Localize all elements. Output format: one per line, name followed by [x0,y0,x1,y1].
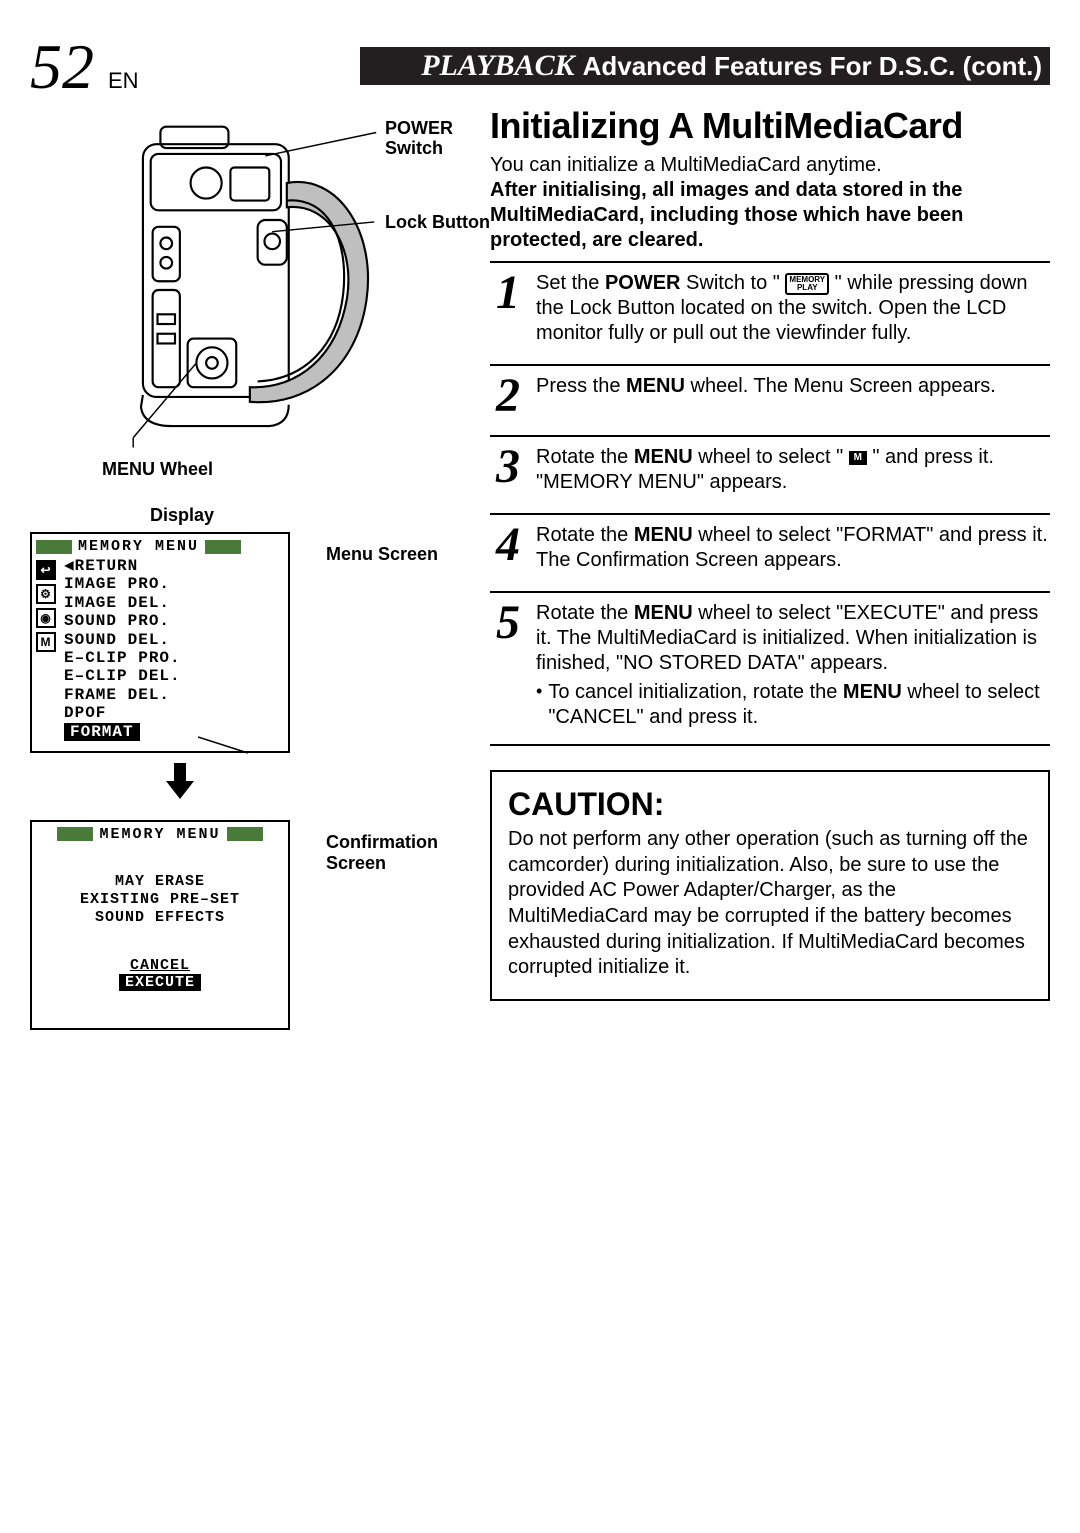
step-number: 5 [490,601,526,730]
menu-item: E–CLIP PRO. [64,649,284,667]
intro-line-1: You can initialize a MultiMediaCard anyt… [490,154,882,176]
label-power-switch: POWER Switch [385,119,465,159]
rec-icon: ◉ [36,608,56,628]
label-display: Display [150,505,470,526]
step-3: 3 Rotate the MENU wheel to select " M " … [490,435,1050,505]
step-bullet: • To cancel initialization, rotate the M… [536,680,1050,730]
step-2: 2 Press the MENU wheel. The Menu Screen … [490,364,1050,427]
step-text: Press the [536,375,626,397]
step-number: 1 [490,271,526,346]
step-text: wheel to select " [693,446,849,468]
camcorder-svg [30,115,460,465]
caution-body: Do not perform any other operation (such… [508,827,1032,981]
confirm-screen-group: MEMORY MENU MAY ERASE EXISTING PRE–SET S… [30,820,470,1030]
page-number: 52 [30,30,94,104]
bullet-dot-icon: • [536,680,542,730]
step-number: 4 [490,523,526,573]
caution-title: CAUTION: [508,786,1032,823]
menu-screen-group: MEMORY MENU ↩ ⚙ ◉ M ◀RETURN IMAGE PRO. I… [30,532,470,753]
menu-item: SOUND DEL. [64,631,284,649]
menu-screen-box: MEMORY MENU ↩ ⚙ ◉ M ◀RETURN IMAGE PRO. I… [30,532,290,753]
header-rest: Advanced Features For D.S.C. (cont.) [583,51,1042,82]
step-text-bold: MENU [626,375,685,397]
step-text-bold: MENU [634,524,693,546]
intro-line-2: After initialising, all images and data … [490,179,963,251]
section-header: PLAYBACK Advanced Features For D.S.C. (c… [360,47,1050,85]
step-body: Press the MENU wheel. The Menu Screen ap… [536,374,996,417]
step-text-bold: MENU [634,602,693,624]
label-menu-wheel: MENU Wheel [102,460,213,480]
confirm-warning: MAY ERASE EXISTING PRE–SET SOUND EFFECTS [36,873,284,927]
step-text: wheel. The Menu Screen appears. [685,375,996,397]
menu-return: ◀RETURN [64,557,284,575]
step-text-bold: MENU [634,446,693,468]
green-bar-icon [227,827,263,841]
confirm-options: CANCEL EXECUTE [36,957,284,991]
menu-item: IMAGE DEL. [64,594,284,612]
arrow-down-icon [160,761,200,801]
step-1: 1 Set the POWER Switch to " MEMORYPLAY "… [490,261,1050,356]
green-bar-icon [36,540,72,554]
section-intro: You can initialize a MultiMediaCard anyt… [490,153,1050,253]
right-column: Initializing A MultiMediaCard You can in… [490,105,1050,1001]
confirm-execute: EXECUTE [119,974,201,991]
step-body: Set the POWER Switch to " MEMORYPLAY " w… [536,271,1050,346]
gear-icon: ⚙ [36,584,56,604]
badge-line: PLAY [797,283,818,292]
step-number: 2 [490,374,526,417]
green-bar-icon [205,540,241,554]
camcorder-illustration: POWER Switch Lock Button MENU Wheel [30,115,460,465]
page-language: EN [108,68,139,94]
caution-box: CAUTION: Do not perform any other operat… [490,770,1050,1001]
menu-item: FRAME DEL. [64,686,284,704]
step-number: 3 [490,445,526,495]
m-icon: M [849,451,867,465]
confirmation-screen-box: MEMORY MENU MAY ERASE EXISTING PRE–SET S… [30,820,290,1030]
label-confirmation-screen: Confirmation Screen [326,832,466,874]
menu-item: SOUND PRO. [64,612,284,630]
step-text: To cancel initialization, rotate the [548,681,843,703]
step-body: Rotate the MENU wheel to select "FORMAT"… [536,523,1050,573]
menu-item: IMAGE PRO. [64,575,284,593]
left-column: POWER Switch Lock Button MENU Wheel Disp… [30,115,470,1030]
label-lock-button: Lock Button [385,213,505,233]
menu-item: DPOF [64,704,284,722]
memory-play-badge: MEMORYPLAY [785,273,829,295]
label-menu-screen: Menu Screen [326,544,438,565]
m-side-icon: M [36,632,56,652]
confirm-warning-line: MAY ERASE [36,873,284,891]
bullet-text: To cancel initialization, rotate the MEN… [548,680,1050,730]
step-text: Switch to " [681,272,786,294]
callout-line-icon [198,735,258,757]
confirm-cancel: CANCEL [36,957,284,974]
menu-side-icons: ↩ ⚙ ◉ M [36,560,56,652]
step-body: Rotate the MENU wheel to select "EXECUTE… [536,601,1050,730]
menu-item-list: ◀RETURN IMAGE PRO. IMAGE DEL. SOUND PRO.… [36,557,284,741]
step-text-bold: POWER [605,272,681,294]
section-title: Initializing A MultiMediaCard [490,105,1050,147]
step-text: Rotate the [536,602,634,624]
menu-item-highlight: FORMAT [64,723,140,741]
step-4: 4 Rotate the MENU wheel to select "FORMA… [490,513,1050,583]
step-text: Rotate the [536,446,634,468]
header-emphasis: PLAYBACK [421,49,574,83]
step-5: 5 Rotate the MENU wheel to select "EXECU… [490,591,1050,746]
menu-item: E–CLIP DEL. [64,667,284,685]
step-text: Set the [536,272,605,294]
menu-screen-title: MEMORY MENU [78,538,199,555]
green-bar-icon [57,827,93,841]
step-text: Rotate the [536,524,634,546]
return-icon: ↩ [36,560,56,580]
step-text-bold: MENU [843,681,902,703]
confirm-warning-line: EXISTING PRE–SET [36,891,284,909]
step-body: Rotate the MENU wheel to select " M " an… [536,445,1050,495]
confirm-screen-title: MEMORY MENU [99,826,220,843]
confirm-warning-line: SOUND EFFECTS [36,909,284,927]
